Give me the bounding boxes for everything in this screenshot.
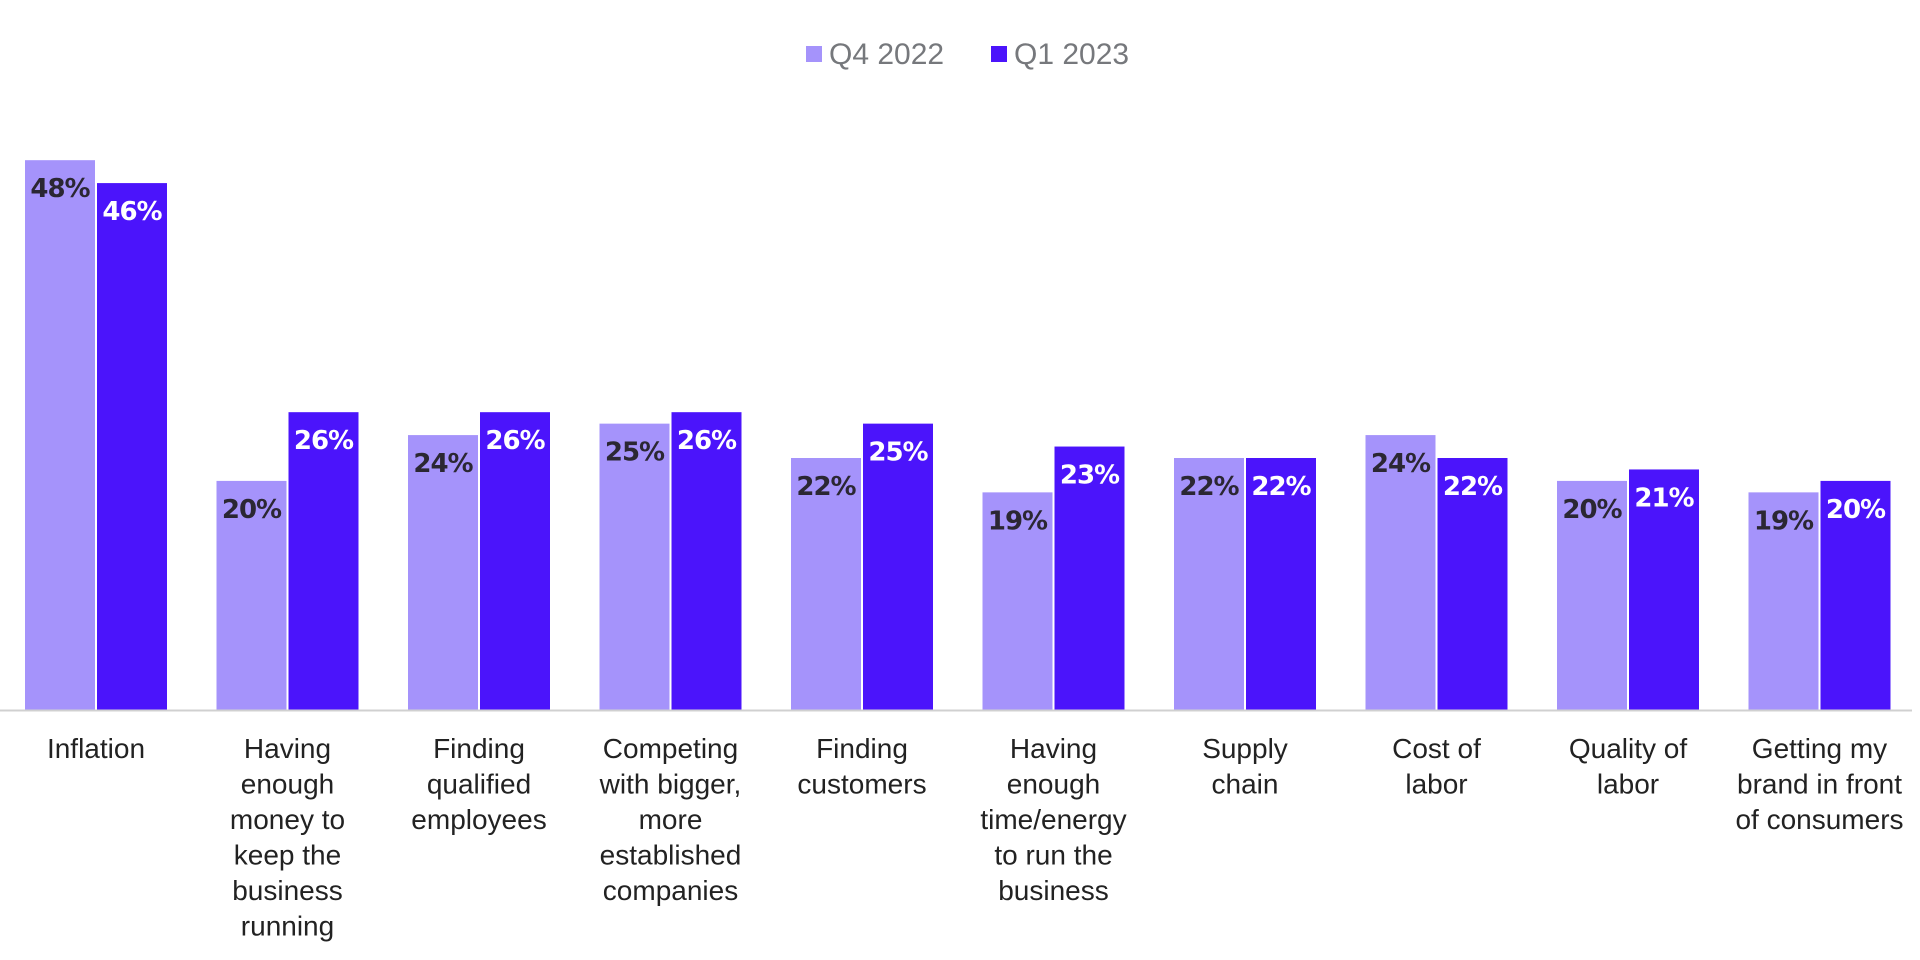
value-label-q4-2022-7: 22% — [1179, 472, 1239, 502]
category-label-7: Supply chain — [1202, 733, 1288, 800]
bar-q4-2022-4 — [599, 423, 670, 710]
category-label-1: Inflation — [47, 733, 145, 764]
value-label-q1-2023-3: 26% — [485, 426, 545, 456]
value-label-q1-2023-7: 22% — [1251, 472, 1311, 502]
bar-q1-2023-2 — [288, 412, 359, 710]
bar-q1-2023-8 — [1437, 458, 1508, 710]
value-labels-group: 48% 46% 20% 26% 24% 26% 25% 26% 22% 25% 19% 23% 22% 2… — [30, 174, 1887, 536]
value-label-q4-2022-4: 25% — [605, 438, 665, 468]
category-label-4: Competing with bigger, more established comp… — [599, 733, 742, 906]
bar-q4-2022-8 — [1365, 435, 1436, 710]
legend-label-2: Q1 2023 — [1014, 38, 1129, 71]
value-label-q1-2023-2: 26% — [294, 426, 354, 456]
bar-q4-2022-1 — [25, 160, 95, 710]
bar-q4-2022-3 — [408, 435, 478, 710]
value-label-q1-2023-8: 22% — [1443, 472, 1503, 502]
category-labels-group: Inflation Having enough money to keep the bus… — [47, 733, 1904, 942]
value-label-q4-2022-6: 19% — [988, 506, 1048, 536]
legend-label-1: Q4 2022 — [829, 38, 944, 71]
bar-q1-2023-7 — [1246, 458, 1316, 710]
legend-swatch-1 — [806, 46, 822, 62]
bar-q1-2023-10 — [1820, 480, 1891, 710]
category-label-10: Getting my brand in front of consumers — [1735, 733, 1903, 835]
category-label-6: Having enough time/energy to run the busines… — [980, 733, 1126, 906]
legend: Q4 2022 Q1 2023 — [806, 38, 1129, 71]
bar-q4-2022-6 — [982, 492, 1053, 710]
category-label-9: Quality of labor — [1569, 733, 1687, 800]
value-label-q4-2022-10: 19% — [1754, 506, 1814, 536]
category-label-3: Finding qualified employees — [411, 733, 546, 835]
bar-q1-2023-9 — [1629, 469, 1699, 710]
value-label-q1-2023-6: 23% — [1060, 461, 1120, 491]
value-label-q4-2022-1: 48% — [30, 174, 90, 204]
bar-q4-2022-7 — [1174, 458, 1244, 710]
bar-q1-2023-4 — [671, 412, 742, 710]
category-label-8: Cost of labor — [1392, 733, 1481, 800]
bar-q4-2022-2 — [216, 480, 287, 710]
bar-q4-2022-10 — [1748, 492, 1819, 710]
legend-swatch-2 — [991, 46, 1007, 62]
value-label-q4-2022-3: 24% — [413, 449, 473, 479]
value-label-q1-2023-9: 21% — [1634, 483, 1694, 513]
bar-q4-2022-9 — [1557, 480, 1627, 710]
value-label-q1-2023-5: 25% — [868, 438, 928, 468]
bar-q1-2023-1 — [97, 183, 167, 710]
category-label-2: Having enough money to keep the business runn… — [230, 733, 345, 942]
bars-group — [25, 160, 1891, 710]
bar-q1-2023-5 — [863, 423, 933, 710]
value-label-q1-2023-1: 46% — [102, 197, 162, 227]
value-label-q1-2023-10: 20% — [1826, 495, 1886, 525]
bar-q1-2023-6 — [1054, 446, 1125, 710]
value-label-q4-2022-2: 20% — [222, 495, 282, 525]
value-label-q1-2023-4: 26% — [677, 426, 737, 456]
value-label-q4-2022-8: 24% — [1371, 449, 1431, 479]
bar-q4-2022-5 — [791, 458, 861, 710]
bar-q1-2023-3 — [480, 412, 550, 710]
value-label-q4-2022-5: 22% — [796, 472, 856, 502]
category-label-5: Finding customers — [797, 733, 926, 800]
value-label-q4-2022-9: 20% — [1562, 495, 1622, 525]
